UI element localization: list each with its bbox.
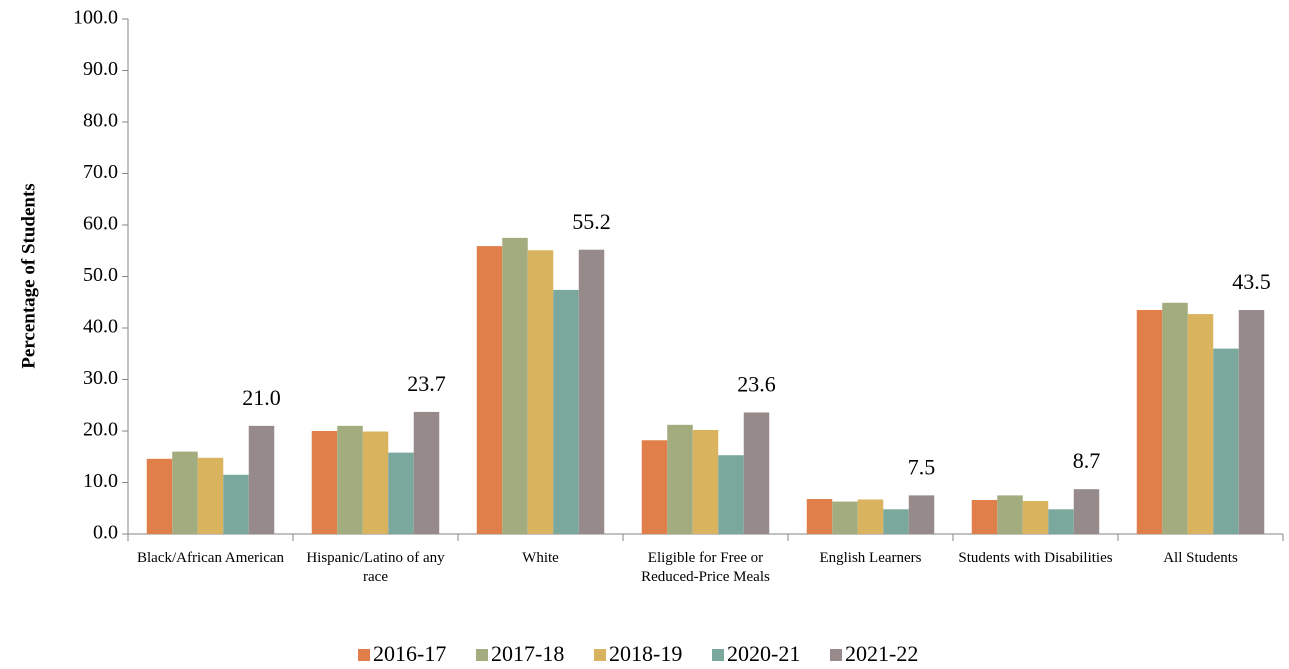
bar — [578, 249, 605, 534]
y-tick-label: 60.0 — [83, 213, 118, 235]
legend-label: 2017-18 — [491, 641, 564, 666]
legend-label: 2016-17 — [373, 641, 446, 666]
bar — [311, 431, 338, 534]
bar — [883, 509, 909, 534]
x-tick-label: Black/African American — [136, 550, 285, 566]
bar — [971, 500, 998, 534]
y-tick-label: 10.0 — [83, 470, 118, 492]
data-label: 21.0 — [242, 385, 281, 410]
bar — [1238, 309, 1265, 534]
bar — [388, 452, 414, 534]
bar — [1073, 489, 1100, 534]
data-label: 7.5 — [908, 454, 936, 479]
bar — [692, 429, 719, 534]
legend-swatch — [358, 649, 370, 661]
bar — [527, 250, 554, 535]
x-tick-label: Eligible for Free or Reduced-Price Meals — [641, 550, 770, 585]
x-tick-label: All Students — [1163, 550, 1238, 566]
y-tick-label: 90.0 — [83, 58, 118, 80]
bar — [908, 495, 935, 534]
y-axis-label: Percentage of Students — [18, 183, 39, 368]
bar — [806, 498, 833, 534]
legend-swatch — [830, 649, 842, 661]
legend-swatch — [712, 649, 724, 661]
data-label: 8.7 — [1073, 448, 1101, 473]
bar — [1022, 501, 1049, 534]
bar — [248, 425, 275, 534]
bar — [857, 499, 884, 534]
bar — [502, 237, 528, 534]
bar — [553, 289, 579, 534]
data-label: 55.2 — [572, 209, 611, 234]
bar — [641, 440, 668, 534]
legend-label: 2020-21 — [727, 641, 800, 666]
y-tick-label: 0.0 — [93, 522, 118, 544]
y-tick-label: 100.0 — [73, 7, 118, 29]
bar — [1213, 348, 1239, 534]
bar — [832, 501, 858, 534]
legend-swatch — [476, 649, 488, 661]
x-tick-label: Hispanic/Latino of any race — [306, 550, 445, 585]
y-tick-label: 30.0 — [83, 367, 118, 389]
bar — [1187, 314, 1214, 534]
legend-label: 2018-19 — [609, 641, 682, 666]
bar — [718, 455, 744, 534]
data-label: 23.7 — [407, 371, 446, 396]
bar — [362, 431, 389, 534]
x-tick-label: Students with Disabilities — [958, 550, 1113, 566]
data-label: 43.5 — [1232, 269, 1271, 294]
y-tick-label: 20.0 — [83, 419, 118, 441]
bar — [146, 458, 173, 534]
bar — [1162, 302, 1188, 534]
bar — [1136, 309, 1163, 534]
y-tick-label: 70.0 — [83, 161, 118, 183]
bar — [413, 411, 440, 534]
data-label: 23.6 — [737, 372, 776, 397]
bar — [172, 451, 198, 534]
bar — [667, 424, 693, 534]
bar — [997, 495, 1023, 534]
y-tick-label: 50.0 — [83, 264, 118, 286]
bar — [476, 246, 503, 535]
bar — [1048, 509, 1074, 534]
bar — [197, 457, 224, 534]
x-tick-label: English Learners — [819, 550, 922, 566]
x-tick-label: White — [522, 550, 559, 566]
legend-label: 2021-22 — [845, 641, 918, 666]
bar — [337, 425, 363, 534]
legend-swatch — [594, 649, 606, 661]
bar — [223, 474, 249, 534]
y-tick-label: 80.0 — [83, 110, 118, 132]
y-tick-label: 40.0 — [83, 316, 118, 338]
bar — [743, 412, 770, 534]
